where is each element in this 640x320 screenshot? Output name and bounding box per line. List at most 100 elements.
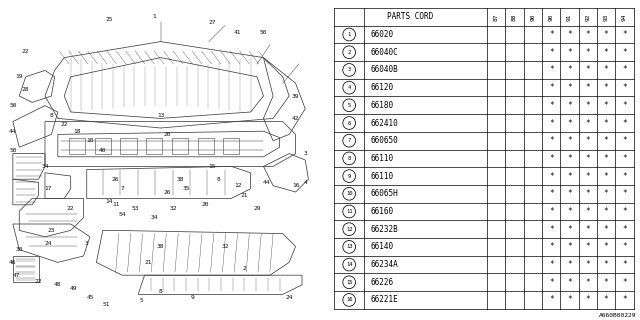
Text: *: * [567, 278, 572, 287]
Text: *: * [604, 207, 609, 216]
Text: 50: 50 [9, 148, 17, 153]
Text: 8: 8 [159, 289, 163, 294]
Text: 14: 14 [106, 199, 113, 204]
Text: *: * [567, 48, 572, 57]
Text: *: * [549, 207, 554, 216]
Text: 66232B: 66232B [370, 225, 398, 234]
Text: 41: 41 [234, 29, 241, 35]
Text: 29: 29 [253, 205, 260, 211]
Text: 66160: 66160 [370, 207, 393, 216]
Text: 18: 18 [74, 129, 81, 134]
Text: *: * [549, 48, 554, 57]
Text: 44: 44 [263, 180, 271, 185]
Text: *: * [549, 154, 554, 163]
Text: 27: 27 [208, 20, 216, 25]
Text: 19: 19 [15, 74, 23, 79]
Text: 24: 24 [285, 295, 293, 300]
Text: *: * [586, 172, 590, 180]
Text: 12: 12 [234, 183, 241, 188]
Text: 12: 12 [346, 227, 353, 232]
Text: 8: 8 [348, 156, 351, 161]
Text: 14: 14 [346, 262, 353, 267]
Text: *: * [586, 65, 590, 75]
Text: 93: 93 [604, 13, 609, 20]
Text: *: * [622, 154, 627, 163]
Text: 23: 23 [47, 228, 55, 233]
Text: 25: 25 [106, 17, 113, 22]
Text: *: * [549, 83, 554, 92]
Text: 3: 3 [85, 241, 88, 246]
Text: *: * [586, 30, 590, 39]
Text: *: * [586, 207, 590, 216]
Text: 13: 13 [157, 113, 164, 118]
Text: *: * [586, 260, 590, 269]
Text: *: * [604, 260, 609, 269]
Text: *: * [622, 225, 627, 234]
Text: 20: 20 [163, 132, 171, 137]
Text: 44: 44 [9, 129, 17, 134]
Text: *: * [567, 207, 572, 216]
Text: 94: 94 [622, 13, 627, 20]
Text: 92: 92 [586, 13, 590, 20]
Text: *: * [604, 118, 609, 127]
Text: *: * [622, 295, 627, 304]
Text: *: * [622, 260, 627, 269]
Text: *: * [604, 136, 609, 145]
Text: *: * [567, 172, 572, 180]
Text: 8: 8 [216, 177, 220, 182]
Text: 38: 38 [157, 244, 164, 249]
Text: *: * [622, 242, 627, 252]
Text: 24: 24 [44, 241, 52, 246]
Text: *: * [586, 225, 590, 234]
Text: 2: 2 [348, 50, 351, 55]
Text: 7: 7 [348, 138, 351, 143]
Text: *: * [622, 136, 627, 145]
Text: *: * [604, 30, 609, 39]
Text: 3: 3 [348, 68, 351, 72]
Text: 22: 22 [35, 279, 42, 284]
Text: *: * [586, 136, 590, 145]
Text: *: * [586, 242, 590, 252]
Text: *: * [549, 278, 554, 287]
Text: *: * [567, 83, 572, 92]
Text: *: * [622, 207, 627, 216]
Text: 28: 28 [22, 87, 29, 92]
Text: 10: 10 [346, 191, 353, 196]
Text: *: * [586, 189, 590, 198]
Text: *: * [567, 65, 572, 75]
Text: *: * [549, 118, 554, 127]
Text: 66110: 66110 [370, 172, 393, 180]
Text: *: * [549, 225, 554, 234]
Text: 34: 34 [41, 164, 49, 169]
Text: 21: 21 [144, 260, 152, 265]
Text: *: * [549, 260, 554, 269]
Text: 66226: 66226 [370, 278, 393, 287]
Text: 5: 5 [348, 103, 351, 108]
Text: 38: 38 [176, 177, 184, 182]
Text: 11: 11 [112, 202, 120, 207]
Text: *: * [549, 65, 554, 75]
Text: *: * [604, 48, 609, 57]
Text: *: * [604, 83, 609, 92]
Text: 66221E: 66221E [370, 295, 398, 304]
Text: 20: 20 [202, 202, 209, 207]
Text: 1: 1 [348, 32, 351, 37]
Text: 662410: 662410 [370, 118, 398, 127]
Text: 16: 16 [346, 298, 353, 302]
Text: *: * [604, 278, 609, 287]
Text: 16: 16 [292, 183, 300, 188]
Text: 47: 47 [12, 273, 20, 278]
Text: *: * [567, 118, 572, 127]
Text: 50: 50 [9, 103, 17, 108]
Text: 42: 42 [292, 116, 300, 121]
Text: 8: 8 [49, 113, 53, 118]
Text: *: * [586, 101, 590, 110]
Text: *: * [567, 154, 572, 163]
Text: PARTS CORD: PARTS CORD [387, 12, 434, 21]
Text: *: * [604, 101, 609, 110]
Text: 48: 48 [54, 282, 61, 287]
Text: *: * [586, 83, 590, 92]
Text: 660650: 660650 [370, 136, 398, 145]
Text: 66180: 66180 [370, 101, 393, 110]
Text: *: * [586, 118, 590, 127]
